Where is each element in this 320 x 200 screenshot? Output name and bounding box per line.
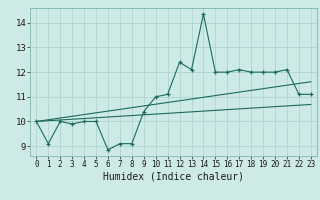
X-axis label: Humidex (Indice chaleur): Humidex (Indice chaleur) [103, 172, 244, 182]
